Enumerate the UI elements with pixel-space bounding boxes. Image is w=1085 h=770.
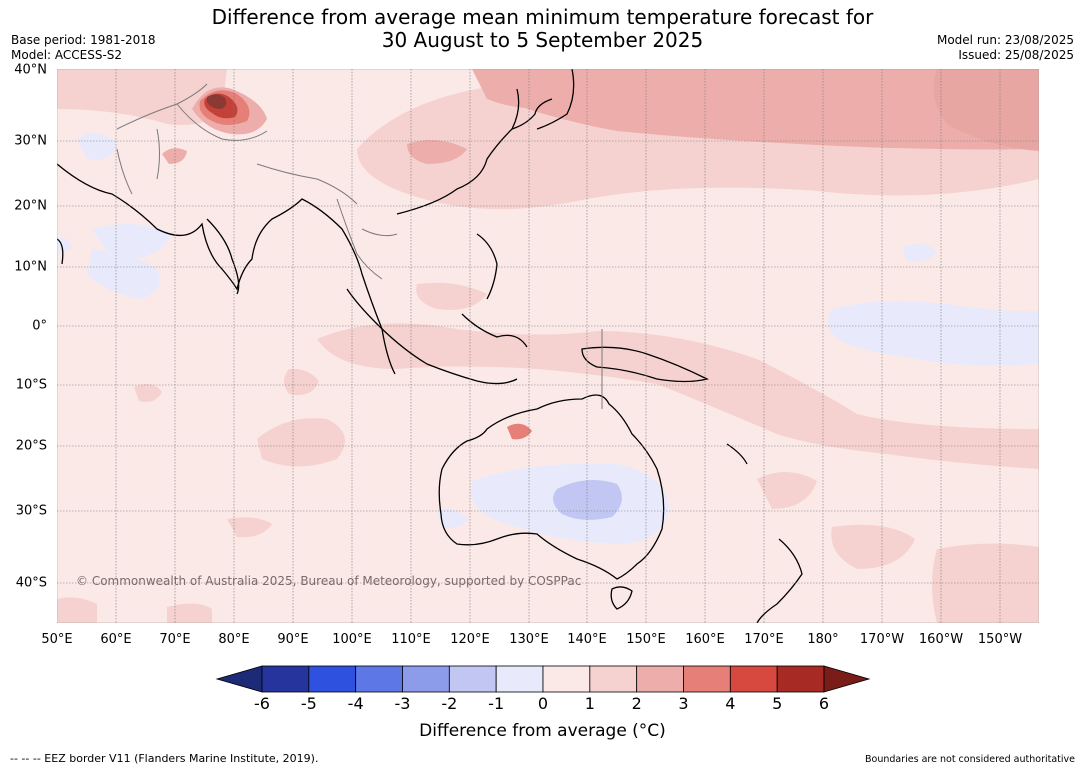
colorbar-bin: [589, 665, 638, 693]
longitude-label: 160°E: [685, 632, 725, 647]
longitude-label: 170°E: [744, 632, 784, 647]
colorbar-tick-label: 2: [631, 694, 642, 713]
latitude-label: 40°N: [14, 62, 47, 78]
colorbar-tick-label: 1: [584, 694, 595, 713]
colorbar: [215, 665, 871, 693]
colorbar-bin: [495, 665, 544, 693]
longitude-label: 150°W: [977, 632, 1023, 647]
colorbar-label: Difference from average (°C): [419, 721, 666, 741]
latitude-label: 30°N: [14, 133, 47, 149]
colorbar-tick-label: -4: [347, 694, 364, 713]
colorbar-bin: [308, 665, 357, 693]
latitude-label: 10°S: [15, 377, 47, 393]
longitude-label: 110°E: [391, 632, 431, 647]
warm-anomaly-regions: [57, 69, 1039, 623]
longitude-label: 90°E: [277, 632, 309, 647]
model-run: Model run: 23/08/2025: [936, 33, 1074, 47]
copyright-notice: © Commonwealth of Australia 2025, Bureau…: [76, 574, 582, 588]
colorbar-tick-label: 6: [818, 694, 830, 713]
map-title-line1: Difference from average mean minimum tem…: [211, 5, 874, 29]
colorbar-bins: [261, 665, 825, 693]
longitude-label: 170°W: [859, 632, 905, 647]
longitude-label: 120°E: [450, 632, 490, 647]
eez-legend-note: -- -- -- EEZ border V11 (Flanders Marine…: [10, 752, 319, 765]
graticule: [57, 69, 1039, 623]
longitude-label: 130°E: [509, 632, 549, 647]
colorbar-over-arrow: [823, 665, 871, 693]
longitude-label: 60°E: [100, 632, 132, 647]
latitude-label: 30°S: [15, 503, 47, 519]
colorbar-bin: [776, 665, 825, 693]
colorbar-bin: [683, 665, 731, 693]
longitude-label: 160°W: [918, 632, 964, 647]
latitude-label: 20°S: [15, 438, 47, 454]
longitude-label: 100°E: [332, 632, 372, 647]
longitude-label: 50°E: [41, 632, 73, 647]
longitude-label: 180°: [807, 632, 839, 647]
colorbar-bin: [355, 665, 403, 693]
boundaries-disclaimer: Boundaries are not considered authoritat…: [865, 754, 1075, 765]
map-title-line2: 30 August to 5 September 2025: [381, 28, 704, 52]
longitude-label: 150°E: [626, 632, 666, 647]
country-borders: [116, 83, 603, 409]
model-name: Model: ACCESS-S2: [11, 48, 123, 62]
colorbar-tick-label: -3: [394, 694, 411, 713]
colorbar-tick-label: 3: [678, 694, 689, 713]
latitude-label: 20°N: [14, 198, 47, 214]
colorbar-bin: [729, 665, 778, 693]
anomaly-map: [57, 69, 1039, 623]
colorbar-tick-label: -6: [254, 694, 270, 713]
colorbar-bin: [636, 665, 684, 693]
cool-anomaly-regions: [57, 132, 1039, 544]
colorbar-tick-label: -5: [300, 694, 317, 713]
colorbar-bin: [261, 665, 310, 693]
colorbar-bin: [542, 665, 591, 693]
base-period: Base period: 1981-2018: [11, 33, 156, 47]
colorbar-bin: [402, 665, 450, 693]
longitude-label: 70°E: [159, 632, 191, 647]
latitude-label: 10°N: [14, 259, 47, 275]
coastlines: [57, 69, 803, 623]
latitude-label: 0°: [32, 318, 47, 334]
colorbar-bin: [448, 665, 497, 693]
colorbar-tick-label: 0: [537, 694, 549, 713]
issued-date: Issued: 25/08/2025: [958, 48, 1074, 62]
colorbar-tick-label: -2: [441, 694, 458, 713]
colorbar-under-arrow: [215, 665, 263, 693]
colorbar-tick-label: 5: [772, 694, 783, 713]
longitude-label: 140°E: [567, 632, 607, 647]
longitude-label: 80°E: [218, 632, 250, 647]
colorbar-tick-label: -1: [488, 694, 505, 713]
colorbar-tick-label: 4: [725, 694, 736, 713]
latitude-label: 40°S: [15, 575, 47, 591]
